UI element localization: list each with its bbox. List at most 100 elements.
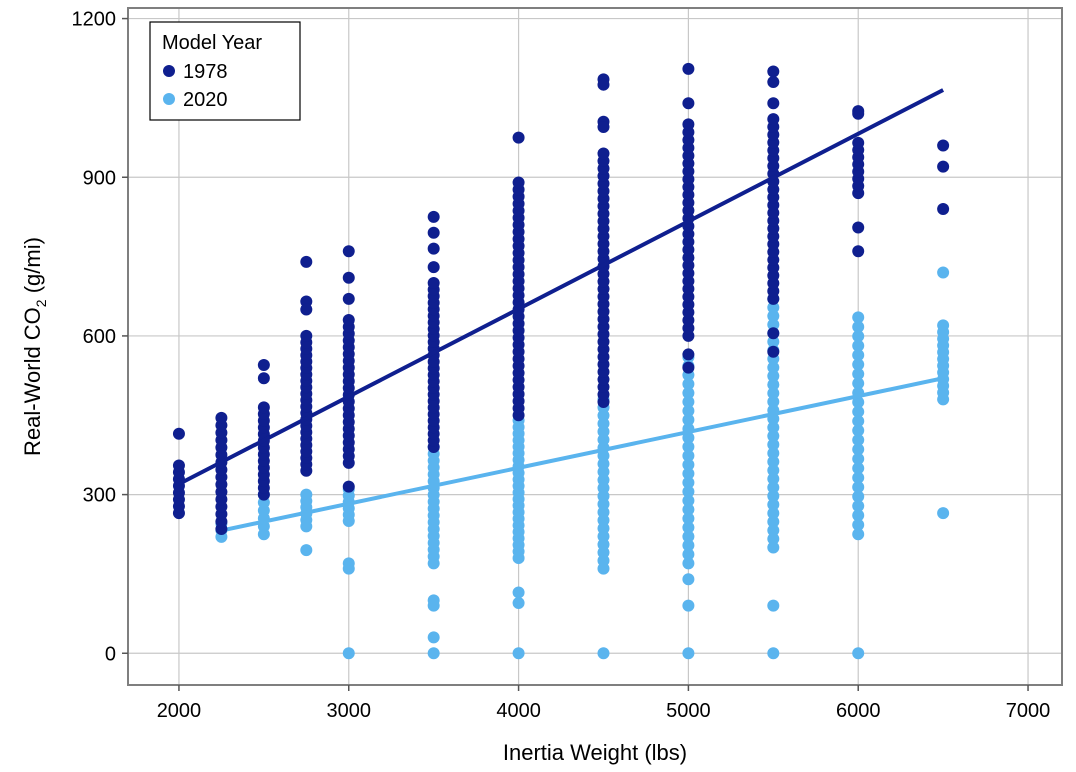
data-point-1978: [767, 97, 780, 110]
data-point-2020: [682, 599, 695, 612]
data-point-1978: [682, 62, 695, 75]
y-tick-label: 300: [83, 485, 116, 507]
data-point-1978: [937, 160, 950, 173]
data-point-2020: [767, 490, 780, 503]
x-tick-label: 6000: [836, 700, 881, 722]
data-point-2020: [512, 647, 525, 660]
data-point-2020: [767, 370, 780, 383]
data-point-2020: [682, 449, 695, 462]
data-point-2020: [852, 377, 865, 390]
series-1978: [172, 62, 950, 535]
data-point-2020: [852, 471, 865, 484]
data-point-2020: [767, 515, 780, 528]
data-point-1978: [767, 327, 780, 340]
data-point-2020: [852, 424, 865, 437]
data-point-2020: [682, 377, 695, 390]
y-tick-label: 0: [105, 643, 116, 665]
data-point-2020: [852, 528, 865, 541]
data-point-2020: [852, 367, 865, 380]
data-point-2020: [427, 599, 440, 612]
data-point-2020: [767, 395, 780, 408]
data-point-2020: [852, 320, 865, 333]
data-point-2020: [767, 447, 780, 460]
x-tick-label: 5000: [666, 700, 711, 722]
data-point-1978: [427, 261, 440, 274]
data-point-2020: [852, 481, 865, 494]
data-point-2020: [682, 395, 695, 408]
data-point-2020: [682, 521, 695, 534]
data-point-2020: [767, 481, 780, 494]
data-point-2020: [767, 301, 780, 314]
data-point-2020: [852, 311, 865, 324]
legend-marker-1978: [163, 65, 175, 77]
data-point-2020: [682, 386, 695, 399]
y-axis-title-unit: (g/mi): [20, 237, 45, 299]
data-point-1978: [682, 97, 695, 110]
data-point-2020: [512, 597, 525, 610]
y-axis-title-subscript: 2: [33, 299, 49, 307]
data-point-2020: [767, 361, 780, 374]
data-point-2020: [767, 455, 780, 468]
data-point-2020: [682, 548, 695, 561]
data-point-2020: [767, 647, 780, 660]
data-point-2020: [852, 330, 865, 343]
data-point-2020: [767, 430, 780, 443]
data-point-1978: [300, 303, 313, 316]
data-point-1978: [512, 176, 525, 189]
data-point-2020: [682, 512, 695, 525]
data-point-1978: [597, 121, 610, 134]
data-point-2020: [767, 472, 780, 485]
data-point-2020: [852, 452, 865, 465]
trend-line-1978: [178, 88, 945, 486]
data-point-2020: [427, 631, 440, 644]
x-tick-label: 4000: [496, 700, 541, 722]
data-point-2020: [937, 507, 950, 520]
data-point-2020: [682, 413, 695, 426]
data-point-2020: [682, 557, 695, 570]
data-point-2020: [682, 440, 695, 453]
data-point-1978: [300, 255, 313, 268]
data-point-1978: [767, 113, 780, 126]
data-point-2020: [937, 266, 950, 279]
data-point-2020: [597, 647, 610, 660]
data-point-1978: [682, 118, 695, 131]
data-point-2020: [852, 349, 865, 362]
data-point-2020: [767, 335, 780, 348]
y-tick-label: 600: [83, 326, 116, 348]
data-point-2020: [682, 573, 695, 586]
data-point-2020: [852, 433, 865, 446]
data-point-2020: [767, 532, 780, 545]
data-point-1978: [597, 147, 610, 160]
data-point-2020: [682, 503, 695, 516]
data-point-2020: [852, 518, 865, 531]
data-point-2020: [852, 415, 865, 428]
y-tick-label: 1200: [72, 9, 117, 31]
data-point-2020: [767, 541, 780, 554]
data-point-2020: [852, 443, 865, 456]
data-point-1978: [427, 242, 440, 255]
data-point-2020: [767, 421, 780, 434]
series-2020: [215, 266, 950, 660]
data-point-2020: [512, 586, 525, 599]
data-point-1978: [682, 361, 695, 374]
data-point-2020: [682, 467, 695, 480]
x-tick-label: 7000: [1006, 700, 1051, 722]
data-point-2020: [300, 488, 313, 501]
data-point-2020: [852, 462, 865, 475]
data-point-2020: [937, 319, 950, 332]
data-point-1978: [427, 226, 440, 239]
data-point-1978: [257, 372, 270, 385]
data-point-1978: [852, 136, 865, 149]
data-point-2020: [852, 509, 865, 522]
trend-line-2020: [220, 376, 944, 533]
data-point-2020: [767, 507, 780, 520]
data-point-1978: [767, 65, 780, 78]
data-point-1978: [172, 427, 185, 440]
legend-marker-2020: [163, 93, 175, 105]
data-point-2020: [852, 499, 865, 512]
data-point-2020: [682, 494, 695, 507]
data-point-2020: [852, 339, 865, 352]
data-point-2020: [427, 647, 440, 660]
data-point-2020: [767, 378, 780, 391]
